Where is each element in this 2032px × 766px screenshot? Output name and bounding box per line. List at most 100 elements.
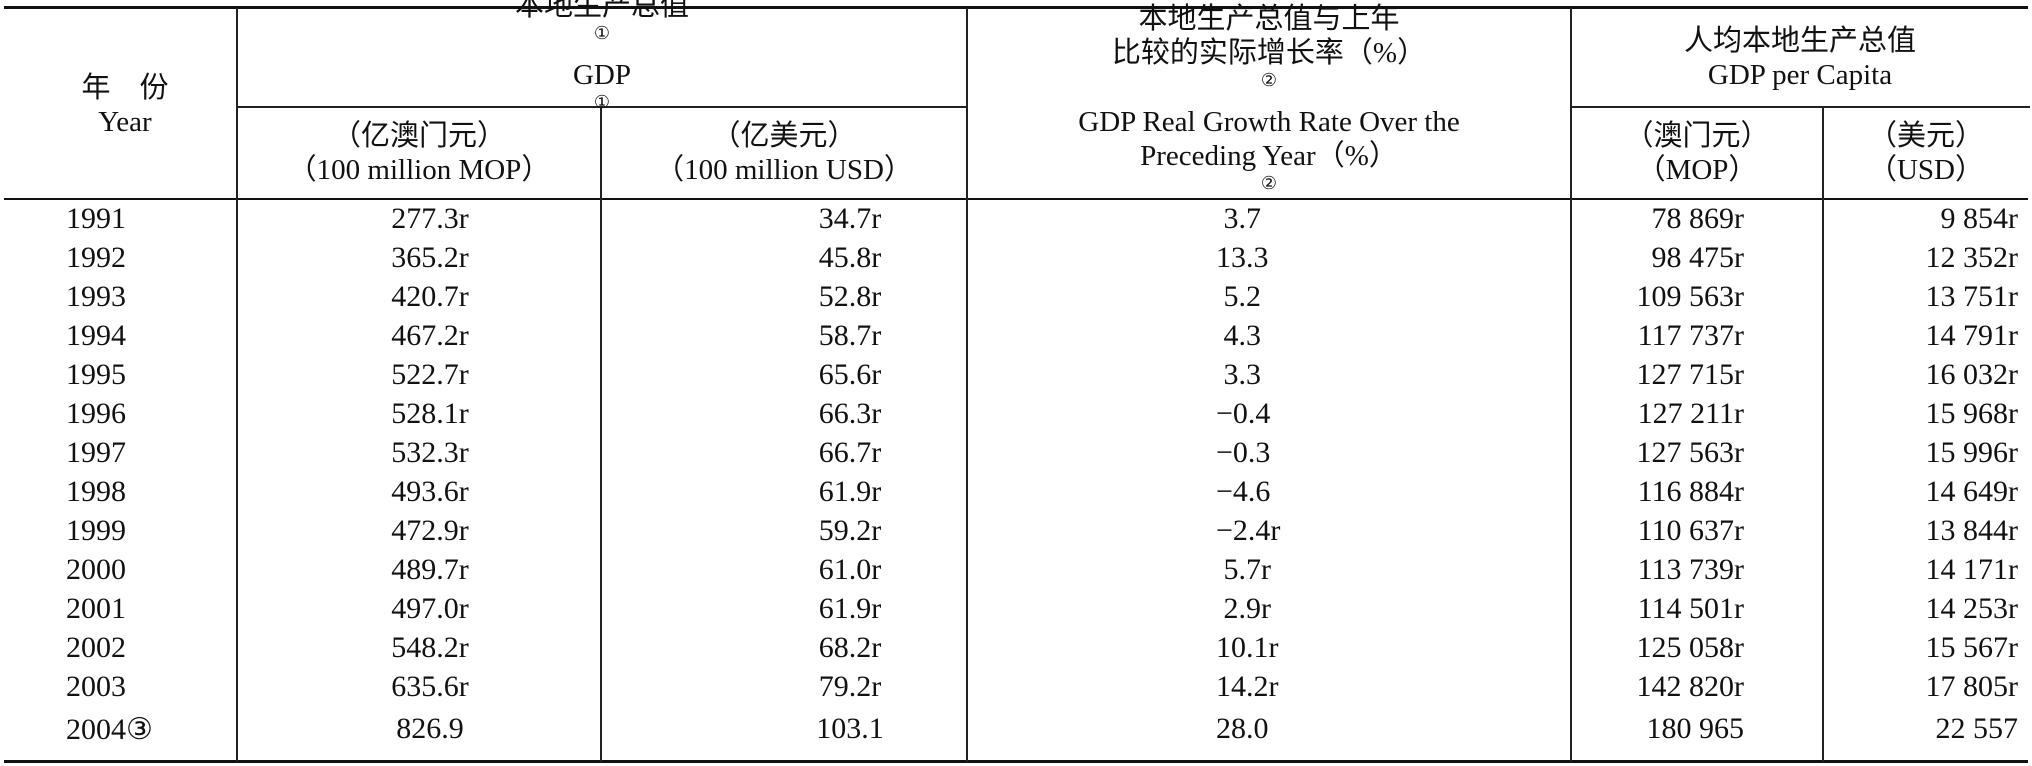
cell-gdp-mop: 277.3r	[391, 202, 469, 235]
col-divider	[236, 8, 238, 762]
table-row: 1995 522.7r 65.6r 3.3 127 715r 16 032r	[0, 357, 2032, 393]
footnote-mark: ①	[593, 92, 611, 113]
table-row: 1996 528.1r 66.3r −0.4 127 211r 15 968r	[0, 396, 2032, 432]
cell-gdp-mop: 497.0r	[391, 592, 469, 625]
header-pc-mop-en: （MOP）	[1636, 154, 1758, 186]
cell-pc-usd: 9 854r	[1940, 202, 2019, 235]
table-row: 2000 489.7r 61.0r 5.7r 113 739r 14 171r	[0, 552, 2032, 588]
header-gdp-zh: 本地生产总值	[514, 0, 689, 22]
cell-growth-rate: 13.3	[1216, 241, 1269, 274]
cell-growth-rate: 14.2r	[1216, 670, 1279, 703]
cell-gdp-usd: 79.2r	[818, 670, 882, 703]
cell-gdp-usd: 61.9r	[818, 592, 882, 625]
cell-gdp-mop: 420.7r	[391, 280, 469, 313]
cell-pc-usd: 17 805r	[1925, 670, 2019, 703]
cell-gdp-usd: 58.7r	[818, 319, 882, 352]
header-usd-zh: （亿美元）	[711, 119, 857, 152]
header-usd-en: （100 million USD）	[655, 154, 913, 186]
cell-pc-usd: 14 253r	[1925, 592, 2019, 625]
percapita-subheader-rule	[1570, 106, 2030, 108]
cell-growth-rate: −2.4r	[1216, 514, 1281, 547]
cell-pc-usd: 15 567r	[1925, 631, 2019, 664]
cell-growth-rate: 4.3	[1216, 319, 1262, 352]
header-rate-en-2: Preceding Year（%）	[1140, 140, 1398, 173]
cell-pc-mop: 114 501r	[1637, 592, 1744, 625]
cell-gdp-usd: 45.8r	[818, 241, 882, 274]
cell-growth-rate: 2.9r	[1216, 592, 1272, 625]
table-row: 1999 472.9r 59.2r −2.4r 110 637r 13 844r	[0, 513, 2032, 549]
cell-pc-mop: 127 563r	[1636, 436, 1745, 469]
cell-growth-rate: −4.6	[1216, 475, 1271, 508]
table-row: 1994 467.2r 58.7r 4.3 117 737r 14 791r	[0, 318, 2032, 354]
cell-gdp-mop: 472.9r	[391, 514, 469, 547]
cell-pc-mop: 116 884r	[1637, 475, 1744, 508]
header-gdp-mop: （亿澳门元） （100 million MOP）	[238, 108, 600, 198]
cell-gdp-mop: 635.6r	[391, 670, 469, 703]
cell-pc-mop: 113 739r	[1637, 553, 1744, 586]
bottom-rule	[4, 760, 2028, 763]
header-pc-usd: （美元） （USD）	[1824, 108, 2028, 198]
table-row: 1997 532.3r 66.7r −0.3 127 563r 15 996r	[0, 435, 2032, 471]
cell-growth-rate: −0.4	[1216, 397, 1271, 430]
cell-pc-usd: 16 032r	[1925, 358, 2019, 391]
cell-gdp-usd: 52.8r	[818, 280, 882, 313]
cell-gdp-mop: 548.2r	[391, 631, 469, 664]
cell-pc-mop: 98 475r	[1651, 241, 1745, 274]
cell-pc-mop: 110 637r	[1637, 514, 1744, 547]
cell-gdp-usd: 59.2r	[818, 514, 882, 547]
cell-gdp-mop: 528.1r	[391, 397, 469, 430]
cell-gdp-mop: 522.7r	[391, 358, 469, 391]
cell-pc-mop: 117 737r	[1637, 319, 1744, 352]
cell-pc-usd: 13 751r	[1925, 280, 2019, 313]
header-bottom-rule	[4, 198, 2028, 200]
cell-pc-mop: 180 965	[1646, 712, 1745, 745]
header-gdp-en: GDP	[572, 59, 631, 91]
col-divider	[600, 108, 602, 762]
cell-year: 1995	[66, 358, 126, 391]
cell-pc-mop: 127 211r	[1637, 397, 1744, 430]
cell-year: 2001	[66, 592, 126, 625]
table-row: 2002 548.2r 68.2r 10.1r 125 058r 15 567r	[0, 630, 2032, 666]
cell-pc-mop: 142 820r	[1636, 670, 1745, 703]
cell-gdp-usd: 34.7r	[818, 202, 882, 235]
header-rate-zh-1: 本地生产总值与上年	[1138, 2, 1400, 35]
cell-year: 2003	[66, 670, 126, 703]
cell-gdp-mop: 365.2r	[391, 241, 469, 274]
cell-gdp-usd: 66.3r	[818, 397, 882, 430]
header-gdp-usd: （亿美元） （100 million USD）	[602, 108, 966, 198]
header-gdp: 本地生产总值 ① GDP ①	[238, 0, 966, 112]
col-divider	[966, 8, 968, 762]
cell-year: 1992	[66, 241, 126, 274]
footnote-mark: ①	[593, 23, 611, 44]
cell-gdp-usd: 66.7r	[818, 436, 882, 469]
cell-pc-usd: 22 557	[1935, 712, 2019, 745]
cell-growth-rate: 28.0	[1216, 712, 1269, 745]
cell-year: 1991	[66, 202, 126, 235]
table-row: 1991 277.3r 34.7r 3.7 78 869r 9 854r	[0, 201, 2032, 237]
cell-pc-usd: 15 968r	[1925, 397, 2019, 430]
table-row: 2001 497.0r 61.9r 2.9r 114 501r 14 253r	[0, 591, 2032, 627]
cell-pc-usd: 14 649r	[1925, 475, 2019, 508]
header-pc-mop: （澳门元） （MOP）	[1572, 108, 1822, 198]
cell-year: 1994	[66, 319, 126, 352]
cell-pc-usd: 14 791r	[1925, 319, 2019, 352]
header-per-capita: 人均本地生产总值 GDP per Capita	[1572, 10, 2028, 106]
header-mop-en: （100 million MOP）	[287, 154, 551, 186]
cell-growth-rate: −0.3	[1216, 436, 1271, 469]
cell-year: 2000	[66, 553, 126, 586]
gdp-subheader-rule	[236, 106, 968, 108]
cell-growth-rate: 5.7r	[1216, 553, 1272, 586]
header-year-en: Year	[98, 106, 152, 138]
cell-year: 2002	[66, 631, 126, 664]
header-pc-zh: 人均本地生产总值	[1683, 24, 1916, 57]
cell-pc-mop: 78 869r	[1651, 202, 1745, 235]
footnote-mark: ②	[1260, 173, 1278, 194]
header-pc-usd-en: （USD）	[1867, 154, 1984, 186]
cell-pc-usd: 12 352r	[1925, 241, 2019, 274]
cell-year: 1999	[66, 514, 126, 547]
top-rule	[4, 6, 2028, 9]
cell-pc-usd: 14 171r	[1925, 553, 2019, 586]
cell-pc-mop: 125 058r	[1636, 631, 1745, 664]
cell-growth-rate: 3.7	[1216, 202, 1262, 235]
